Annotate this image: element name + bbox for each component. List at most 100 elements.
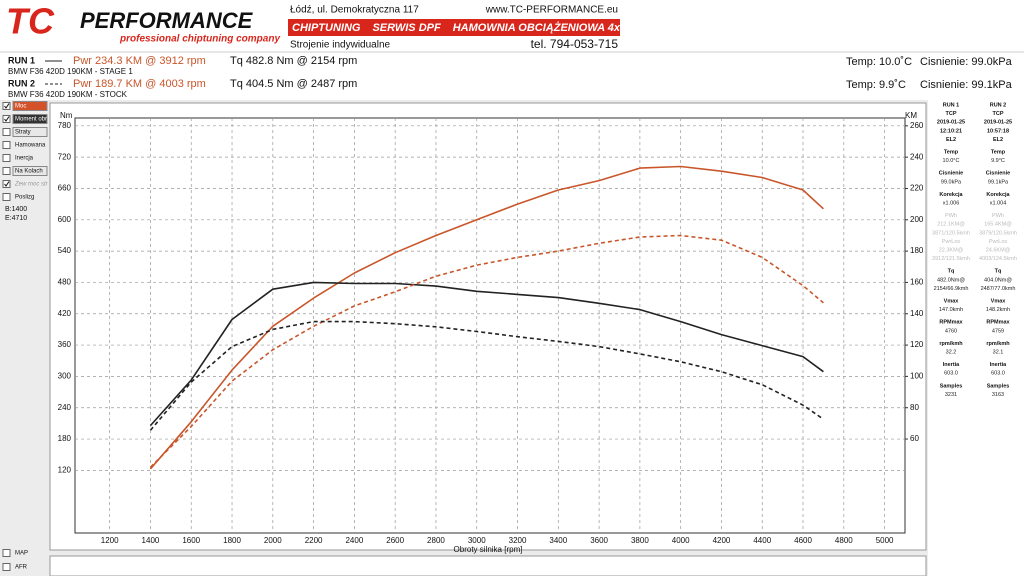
item-label-bg	[12, 114, 48, 124]
checkbox-label[interactable]: Straty	[15, 130, 31, 136]
y-tick-label: 660	[58, 184, 72, 193]
run-pressure: Cisnienie: 99.1kPa	[920, 79, 1013, 91]
y-tick-label: 240	[58, 403, 72, 412]
stat-line: 2154/66.9kmh	[934, 286, 969, 292]
checkbox-label[interactable]: MAP	[15, 551, 28, 557]
y-tick-label: 780	[58, 121, 72, 130]
x-tick-label: 2400	[345, 536, 363, 545]
stat-line: Korekcja	[939, 192, 963, 198]
curve	[149, 281, 824, 427]
y-tick-label: 120	[58, 465, 72, 474]
y2-tick-label: 80	[910, 403, 919, 412]
checkbox-label[interactable]: Na Kolach	[15, 169, 43, 175]
x-tick-label: 5000	[876, 536, 894, 545]
checkbox-label[interactable]: AFR	[15, 565, 28, 571]
run-temp: Temp: 10.0˚C	[846, 56, 912, 68]
checkbox[interactable]	[2, 115, 11, 123]
y-tick-label: 540	[58, 246, 72, 255]
y-axis-title: Nm	[60, 111, 73, 120]
run-label: RUN 1	[8, 55, 35, 65]
stat-line: 4759	[992, 328, 1004, 334]
address: Łódź, ul. Demokratyczna 117	[290, 5, 419, 16]
checkbox[interactable]	[2, 193, 11, 201]
stat-line: 22.3KM@	[939, 247, 964, 253]
checkbox-label[interactable]: Moc	[15, 104, 26, 110]
stat-line: 482.0Nm@	[937, 277, 965, 283]
stat-line: 4760	[945, 328, 957, 334]
logo-performance: PERFORMANCE	[80, 8, 254, 33]
stat-line: 4003/124.5kmh	[979, 256, 1017, 262]
item-label-bg	[12, 166, 48, 176]
stat-line: 3912/121.5kmh	[932, 256, 970, 262]
stat-line: Temp	[944, 149, 959, 155]
stat-line: 2019-01-25	[984, 120, 1012, 126]
end-rpm: E:4710	[5, 215, 27, 222]
x-tick-label: 4600	[794, 536, 812, 545]
checkbox[interactable]	[2, 563, 11, 571]
checkbox[interactable]	[2, 180, 11, 188]
stat-line: 9.9°C	[991, 158, 1005, 164]
banner-item: HAMOWNIA OBCIĄŻENIOWA 4x4	[453, 21, 626, 34]
x-tick-label: 4800	[835, 536, 853, 545]
stat-line: 603.0	[991, 371, 1005, 377]
item-label-bg	[12, 127, 48, 137]
curve	[149, 165, 824, 470]
run-torque: Tq 404.5 Nm @ 2487 rpm	[230, 78, 357, 90]
checkbox-label[interactable]: Poslizg	[15, 195, 34, 201]
phone: tel. 794-053-715	[531, 37, 619, 51]
stat-line: 3879/120.5kmh	[979, 230, 1017, 236]
stat-line: 165.4KM@	[984, 222, 1012, 228]
stat-line: Cisnienie	[986, 171, 1010, 177]
checkbox[interactable]	[2, 128, 11, 136]
banner-item: SERWIS DPF	[372, 22, 441, 34]
checkbox-label[interactable]: Zew moc str	[14, 182, 49, 188]
stat-line: Samples	[987, 383, 1010, 389]
stat-line: 99.0kPa	[941, 179, 962, 185]
stat-line: rpm/kmh	[939, 341, 963, 347]
stat-line: rpm/kmh	[986, 341, 1010, 347]
x-tick-label: 4200	[713, 536, 731, 545]
stat-line: PwrLos	[989, 239, 1008, 245]
x-tick-label: 3200	[509, 536, 527, 545]
stat-line: RPMmax	[939, 320, 963, 326]
checkbox-label[interactable]: Hamowana	[15, 143, 46, 149]
stat-line: PWh	[992, 213, 1004, 219]
stat-line: Vmax	[991, 298, 1007, 304]
checkbox[interactable]	[2, 102, 11, 110]
stat-line: TCP	[946, 111, 957, 117]
stat-line: Tq	[948, 269, 955, 275]
stat-line: 603.0	[944, 371, 958, 377]
y-tick-label: 300	[58, 372, 72, 381]
x-tick-label: 1800	[223, 536, 241, 545]
banner	[288, 19, 620, 36]
stat-line: 3163	[992, 392, 1004, 398]
checkbox-label[interactable]: Inercja	[15, 156, 34, 162]
y-tick-label: 720	[58, 152, 72, 161]
y2-tick-label: 220	[910, 184, 924, 193]
x-tick-label: 3600	[590, 536, 608, 545]
stat-line: 3871/120.5kmh	[932, 230, 970, 236]
stat-line: 32.2	[946, 349, 957, 355]
checkbox[interactable]	[2, 141, 11, 149]
stat-line: RUN 2	[990, 102, 1007, 108]
stat-line: Vmax	[944, 298, 960, 304]
stat-line: Korekcja	[986, 192, 1010, 198]
run-power: Pwr 234.3 KM @ 3912 rpm	[73, 55, 206, 67]
x-tick-label: 1200	[101, 536, 119, 545]
x-tick-label: 1600	[182, 536, 200, 545]
stat-line: Temp	[991, 149, 1006, 155]
stat-line: 3231	[945, 392, 957, 398]
y2-tick-label: 100	[910, 372, 924, 381]
checkbox[interactable]	[2, 167, 11, 175]
curve	[149, 320, 824, 431]
plot-frame	[74, 117, 906, 534]
y-tick-label: 600	[58, 215, 72, 224]
checkbox[interactable]	[2, 549, 11, 557]
stat-line: Inertia	[943, 362, 960, 368]
stat-line: EL2	[993, 137, 1003, 143]
stat-line: 147.0kmh	[939, 307, 963, 313]
stat-line: EL2	[946, 137, 956, 143]
checkbox[interactable]	[2, 154, 11, 162]
checkbox-label[interactable]: Moment obr	[15, 117, 47, 123]
